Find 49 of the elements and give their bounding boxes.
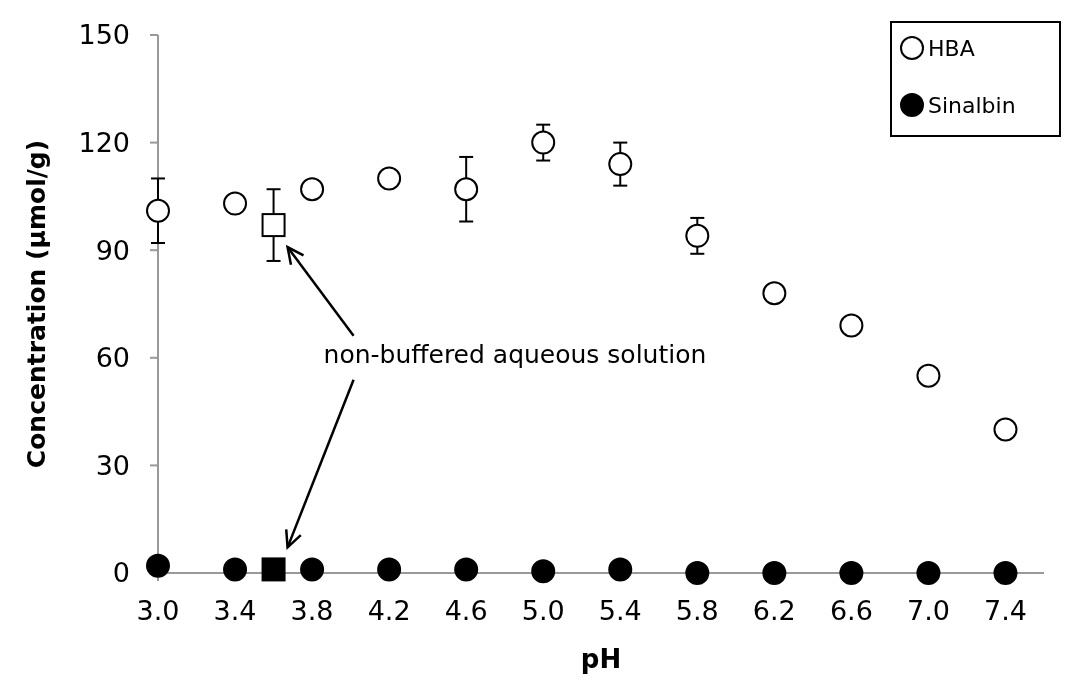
point <box>223 557 248 582</box>
point <box>531 559 556 584</box>
annotation: non-buffered aqueous solution <box>323 339 707 369</box>
y-tick-label: 30 <box>95 449 130 481</box>
point <box>261 557 286 582</box>
x-tick-label: 4.2 <box>367 595 411 626</box>
x-tick-label: 5.8 <box>675 595 719 626</box>
x-tick-label: 3.0 <box>136 595 180 626</box>
point <box>531 130 556 155</box>
point <box>685 561 710 585</box>
x-tick-label: 5.0 <box>521 595 565 626</box>
legend-label: HBA <box>928 35 975 61</box>
point <box>993 417 1018 442</box>
point <box>454 557 479 582</box>
x-axis-title: pH <box>580 644 622 674</box>
point <box>223 191 248 216</box>
point <box>146 198 170 223</box>
y-tick-label: 120 <box>78 127 130 159</box>
point <box>685 223 710 248</box>
y-tick-label: 0 <box>112 557 130 589</box>
point <box>608 557 633 582</box>
x-tick-label: 3.4 <box>213 595 257 626</box>
point <box>762 281 787 306</box>
point <box>454 177 479 202</box>
point <box>916 363 941 388</box>
point <box>300 557 325 582</box>
x-tick-label: 3.8 <box>290 595 334 626</box>
y-tick-label: 90 <box>95 234 130 266</box>
point <box>839 313 864 338</box>
point <box>762 561 787 585</box>
point <box>377 557 402 582</box>
x-tick-label: 7.0 <box>906 595 950 626</box>
point <box>916 561 941 585</box>
y-tick-label: 60 <box>95 342 130 374</box>
x-tick-label: 4.6 <box>444 595 488 626</box>
y-tick-label: 150 <box>78 19 130 51</box>
x-tick-label: 7.4 <box>984 595 1027 626</box>
point <box>839 561 864 585</box>
point <box>261 213 286 238</box>
x-tick-label: 6.2 <box>752 595 796 626</box>
x-tick-label: 5.4 <box>598 595 642 626</box>
point <box>300 177 325 202</box>
x-tick-label: 6.6 <box>829 595 873 626</box>
point <box>993 561 1018 585</box>
point <box>608 152 633 177</box>
point <box>377 166 402 191</box>
y-axis-title: Concentration (µmol/g) <box>22 139 51 469</box>
legend-label: Sinalbin <box>928 92 1016 118</box>
point <box>146 553 170 578</box>
